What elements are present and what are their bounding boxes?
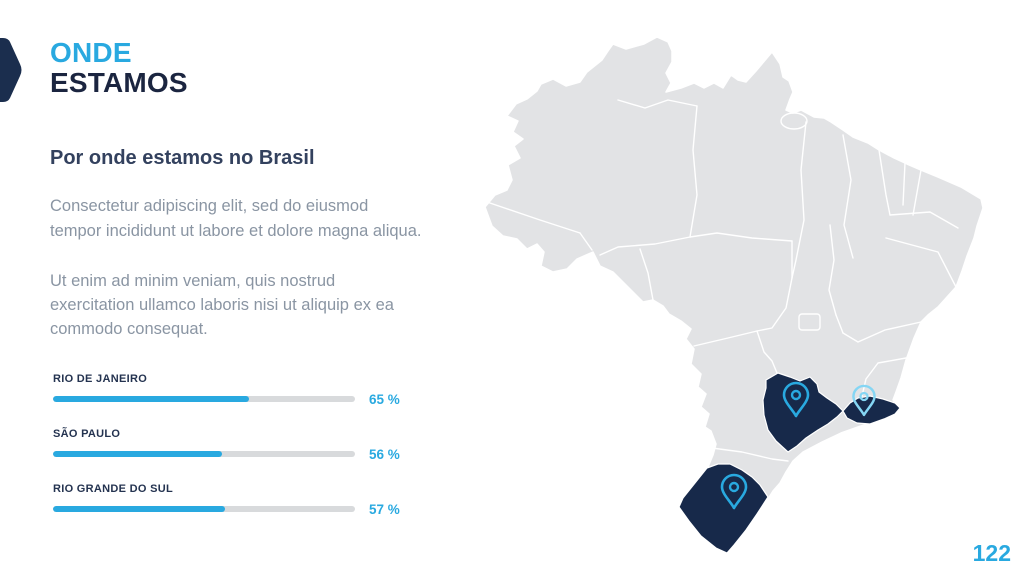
map-pin-rio-grande-do-sul <box>720 473 748 510</box>
body-paragraph-2: Ut enim ad minim veniam, quis nostrud ex… <box>50 271 394 339</box>
stat-value: 56 % <box>369 446 400 462</box>
slide-title-main: ESTAMOS <box>50 67 188 99</box>
progress-fill <box>53 451 223 458</box>
stat-row-rio-grande-do-sul: RIO GRANDE DO SUL 57 % <box>50 483 422 517</box>
state-borders <box>486 99 959 462</box>
content-column: ONDE ESTAMOS Por onde estamos no Brasil … <box>50 37 422 538</box>
progress-fill <box>53 396 250 403</box>
stat-label: RIO GRANDE DO SUL <box>53 482 173 495</box>
stat-row-sao-paulo: SÃO PAULO 56 % <box>50 428 422 462</box>
section-heading: Por onde estamos no Brasil <box>50 147 315 170</box>
page-number: 122 <box>972 540 1011 566</box>
map-pin-sao-paulo <box>782 381 810 418</box>
pin-outline-icon <box>720 473 748 510</box>
stat-value: 65 % <box>369 391 400 407</box>
progress-track <box>53 451 355 458</box>
stat-row-rio-de-janeiro: RIO DE JANEIRO 65 % <box>50 373 422 407</box>
pin-outline-icon <box>852 384 876 417</box>
map-pin-rio-de-janeiro <box>852 384 876 417</box>
progress-fill <box>53 506 226 513</box>
progress-track <box>53 506 355 513</box>
body-paragraph-1: Consectetur adipiscing elit, sed do eius… <box>50 197 422 240</box>
slide-title: ONDE ESTAMOS <box>50 37 422 99</box>
chevron-accent-shape <box>0 38 22 102</box>
distrito-federal <box>798 313 821 331</box>
stats-bar-list: RIO DE JANEIRO 65 % SÃO PAULO 56 % RIO G… <box>50 373 422 517</box>
pin-center-icon <box>790 389 802 401</box>
stat-value: 57 % <box>369 501 400 517</box>
marajo-island <box>780 112 808 130</box>
pin-center-icon <box>728 481 740 493</box>
progress-track <box>53 396 355 403</box>
pin-center-icon <box>859 391 869 402</box>
slide-title-accent: ONDE <box>50 37 132 68</box>
stat-label: RIO DE JANEIRO <box>53 372 148 385</box>
pin-outline-icon <box>782 381 810 418</box>
stat-label: SÃO PAULO <box>53 427 121 440</box>
